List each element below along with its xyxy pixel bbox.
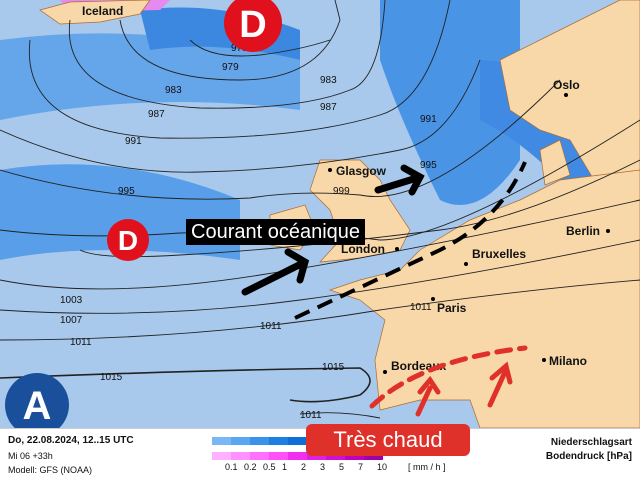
- city-label: London: [341, 242, 385, 256]
- city-label: Bruxelles: [472, 247, 526, 261]
- scale-tick: 0.5: [263, 462, 276, 472]
- svg-text:1015: 1015: [322, 362, 345, 373]
- snow-swatch: [269, 452, 288, 460]
- scale-tick: 0.1: [225, 462, 238, 472]
- snow-scale: [212, 452, 383, 460]
- snow-swatch: [345, 452, 364, 460]
- low-pressure-marker: D: [224, 0, 282, 52]
- low-pressure-marker: D: [107, 219, 149, 261]
- svg-text:1011: 1011: [70, 337, 92, 348]
- isobars: [0, 0, 640, 419]
- svg-text:1011: 1011: [410, 302, 432, 313]
- iceland: [39, 0, 151, 25]
- svg-text:D: D: [239, 4, 266, 46]
- snow-swatch: [326, 452, 345, 460]
- svg-text:A: A: [23, 384, 52, 428]
- snow-swatch: [250, 452, 269, 460]
- city-label: Glasgow: [336, 164, 387, 178]
- svg-text:979: 979: [222, 62, 239, 73]
- snow-swatch: [307, 452, 326, 460]
- snow-swatch: [364, 452, 383, 460]
- scale-tick: 7: [358, 462, 364, 472]
- snow-swatch: [231, 452, 250, 460]
- ocean-current-label: Courant océanique: [186, 219, 366, 245]
- scale-tick: 1: [282, 462, 288, 472]
- city-label: Iceland: [82, 4, 123, 18]
- isobar-labels: 975 979 983 983 987 987 991 991 995 995 …: [60, 43, 437, 421]
- snow-swatch: [212, 452, 231, 460]
- weather-map: 975 979 983 983 987 987 991 991 995 995 …: [0, 0, 640, 428]
- continent: [328, 169, 640, 428]
- scale-unit: [ mm / h ]: [408, 462, 446, 472]
- svg-text:991: 991: [125, 136, 142, 147]
- model-run: Mi 06 +33h: [8, 451, 53, 461]
- svg-text:991: 991: [420, 114, 437, 125]
- scale-tick: 2: [301, 462, 307, 472]
- scale-tick: 5: [339, 462, 345, 472]
- svg-text:D: D: [118, 225, 138, 256]
- svg-text:1015: 1015: [100, 372, 123, 383]
- svg-text:1003: 1003: [60, 295, 83, 306]
- scale-tick: 10: [377, 462, 388, 472]
- rain-swatch: [250, 437, 269, 445]
- svg-text:1011: 1011: [260, 321, 282, 332]
- legend-title-precip: Niederschlagsart: [550, 437, 632, 448]
- svg-text:995: 995: [420, 160, 437, 171]
- svg-text:995: 995: [118, 186, 135, 197]
- scale-tick: 3: [320, 462, 326, 472]
- svg-text:1011: 1011: [300, 410, 322, 421]
- snow-swatch: [288, 452, 307, 460]
- city-label: Paris: [437, 301, 467, 315]
- model-name: Modell: GFS (NOAA): [8, 465, 93, 475]
- ocean-current-arrows: [241, 164, 425, 296]
- high-pressure-marker: A: [5, 373, 69, 428]
- svg-text:987: 987: [148, 109, 165, 120]
- hot-label: Très chaud: [306, 424, 470, 456]
- svg-text:983: 983: [320, 75, 337, 86]
- svg-text:999: 999: [333, 186, 350, 197]
- svg-text:987: 987: [320, 102, 337, 113]
- jutland: [539, 139, 571, 186]
- svg-text:983: 983: [165, 85, 182, 96]
- city-label: Oslo: [553, 78, 580, 92]
- legend-title-pressure: Bodendruck [hPa]: [545, 451, 632, 462]
- rain-swatch: [212, 437, 231, 445]
- city-label: Berlin: [566, 224, 600, 238]
- rain-swatch: [231, 437, 250, 445]
- front-line: [294, 161, 527, 320]
- rain-swatch: [269, 437, 288, 445]
- city-label: Milano: [549, 354, 587, 368]
- svg-text:1007: 1007: [60, 315, 83, 326]
- scale-tick: 0.2: [244, 462, 257, 472]
- rain-swatch: [288, 437, 307, 445]
- heat-arrows: [369, 345, 528, 417]
- forecast-datetime: Do, 22.08.2024, 12..15 UTC: [8, 435, 134, 446]
